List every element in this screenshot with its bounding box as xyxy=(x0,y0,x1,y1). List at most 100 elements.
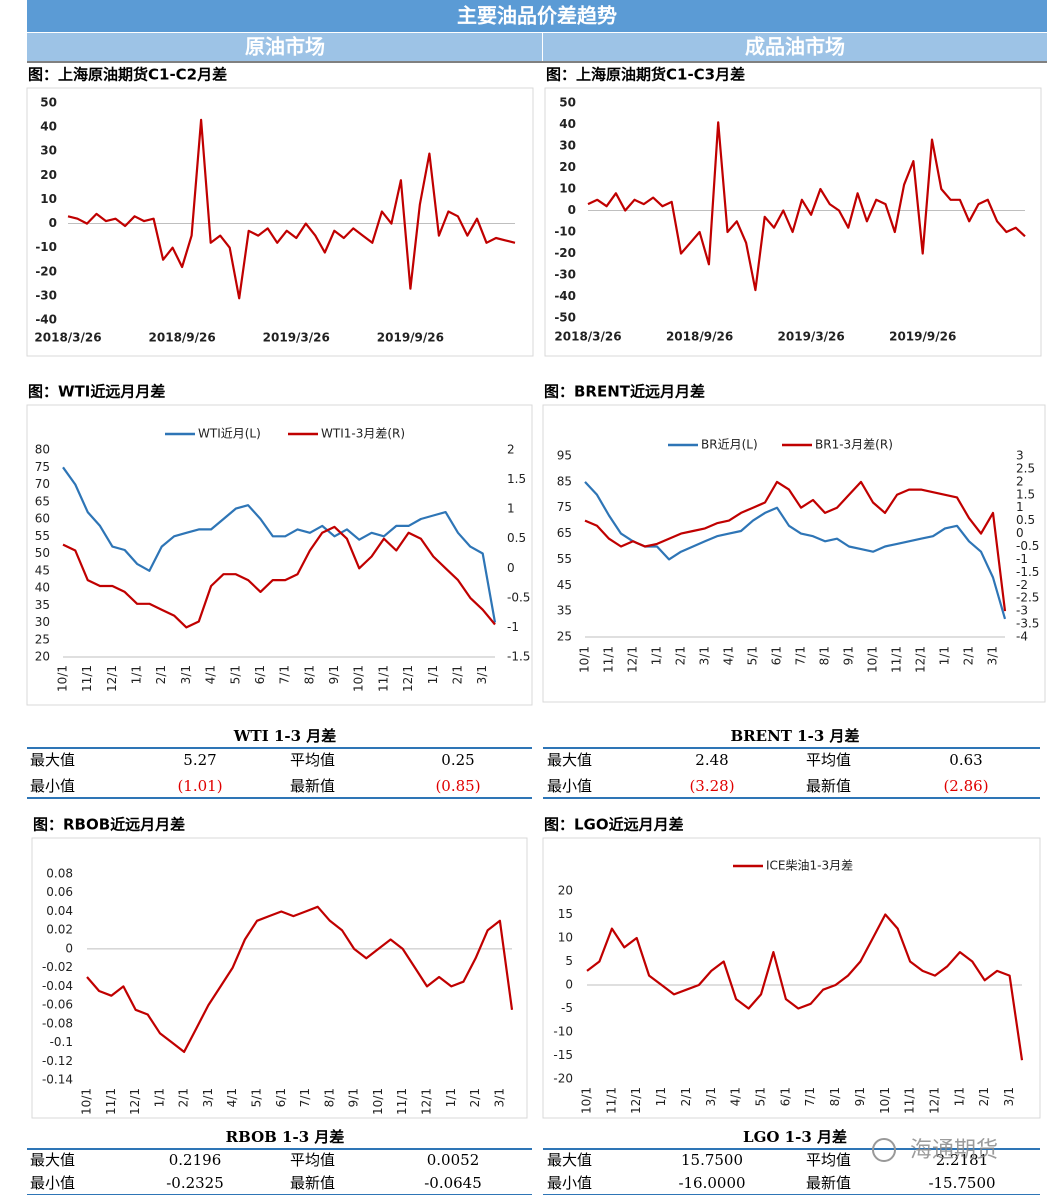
x-tick-label: 12/1 xyxy=(420,1088,434,1115)
y-tick-label: -10 xyxy=(35,240,57,254)
table-label: 最小值 xyxy=(547,777,592,795)
y-tick-label: -0.06 xyxy=(42,998,73,1012)
y2-tick-label: -1.5 xyxy=(507,650,530,664)
chart-frame xyxy=(31,837,528,1119)
table-value: -15.7500 xyxy=(928,1174,995,1192)
x-tick-label: 8/1 xyxy=(302,665,316,684)
x-tick-label: 2018/3/26 xyxy=(554,330,621,344)
series-line xyxy=(62,466,497,623)
y-tick-label: 15 xyxy=(558,907,573,921)
x-tick-label: 1/1 xyxy=(426,665,440,684)
y-tick-label: 50 xyxy=(559,96,576,110)
y2-tick-label: 1.5 xyxy=(507,472,526,486)
table-label: 最大值 xyxy=(30,1151,75,1169)
x-tick-label: 2019/9/26 xyxy=(377,331,444,345)
x-tick-label: 3/1 xyxy=(704,1087,718,1106)
x-tick-label: 11/1 xyxy=(890,646,904,673)
chart-caption: 图：RBOB近远月月差 xyxy=(33,816,185,834)
y-tick-label: -0.14 xyxy=(42,1073,73,1087)
x-tick-label: 1/1 xyxy=(444,1088,458,1107)
x-tick-label: 4/1 xyxy=(225,1088,239,1107)
x-tick-label: 5/1 xyxy=(746,646,760,665)
table-label: 平均值 xyxy=(806,1151,851,1169)
y-tick-label: 65 xyxy=(35,494,50,508)
table-title: LGO 1-3 月差 xyxy=(743,1128,847,1146)
y-tick-label: -20 xyxy=(553,1072,573,1086)
x-tick-label: 3/1 xyxy=(179,665,193,684)
y-tick-label: 20 xyxy=(558,884,573,898)
x-tick-label: 11/1 xyxy=(104,1088,118,1115)
x-tick-label: 6/1 xyxy=(274,1088,288,1107)
y-tick-label: 40 xyxy=(35,581,50,595)
x-tick-label: 6/1 xyxy=(778,1087,792,1106)
x-tick-label: 1/1 xyxy=(938,646,952,665)
table-value: 0.63 xyxy=(949,751,982,769)
y-tick-label: -20 xyxy=(554,246,576,260)
y-tick-label: 30 xyxy=(40,144,57,158)
table-label: 平均值 xyxy=(290,751,335,769)
table-value: 15.7500 xyxy=(681,1151,743,1169)
x-tick-label: 3/1 xyxy=(492,1088,506,1107)
x-tick-label: 7/1 xyxy=(278,665,292,684)
y-tick-label: 5 xyxy=(565,954,573,968)
y2-tick-label: -4 xyxy=(1016,630,1028,644)
chart-caption: 图：上海原油期货C1-C2月差 xyxy=(28,66,227,84)
y2-tick-label: 1.5 xyxy=(1016,487,1035,501)
y-tick-label: 80 xyxy=(35,443,50,457)
y2-tick-label: 0 xyxy=(507,561,515,575)
x-tick-label: 6/1 xyxy=(770,646,784,665)
x-tick-label: 6/1 xyxy=(253,665,267,684)
series-line xyxy=(67,118,516,300)
y-tick-label: 40 xyxy=(559,117,576,131)
y2-tick-label: 1 xyxy=(507,502,515,516)
legend-label: ICE柴油1-3月差 xyxy=(766,859,853,873)
y-tick-label: -15 xyxy=(553,1048,573,1062)
x-tick-label: 1/1 xyxy=(654,1087,668,1106)
y-tick-label: 0 xyxy=(49,216,57,230)
title-bar xyxy=(27,0,1047,32)
y-tick-label: 45 xyxy=(557,578,572,592)
series-line xyxy=(584,480,1007,612)
y-tick-label: -0.12 xyxy=(42,1054,73,1068)
x-tick-label: 2/1 xyxy=(977,1087,991,1106)
y-tick-label: -40 xyxy=(554,289,576,303)
table-value: -0.0645 xyxy=(424,1174,482,1192)
y2-tick-label: 2.5 xyxy=(1016,461,1035,475)
x-tick-label: 10/1 xyxy=(80,1088,94,1115)
table-label: 最小值 xyxy=(30,1174,75,1192)
series-line xyxy=(62,525,496,629)
table-value: (3.28) xyxy=(689,777,734,795)
y-tick-label: 0 xyxy=(568,203,576,217)
chart-caption: 图：LGO近远月月差 xyxy=(544,816,684,834)
y2-tick-label: -1 xyxy=(507,620,519,634)
y2-tick-label: -3.5 xyxy=(1016,617,1039,631)
y-tick-label: 35 xyxy=(35,598,50,612)
x-tick-label: 4/1 xyxy=(722,646,736,665)
table-value: 2.2181 xyxy=(936,1151,989,1169)
x-tick-label: 7/1 xyxy=(298,1088,312,1107)
table-label: 最新值 xyxy=(806,1174,851,1192)
table-value: (0.85) xyxy=(435,777,480,795)
table-title: BRENT 1-3 月差 xyxy=(731,727,860,745)
x-tick-label: 10/1 xyxy=(866,646,880,673)
x-tick-label: 2/1 xyxy=(468,1088,482,1107)
y2-tick-label: -0.5 xyxy=(507,590,530,604)
y2-tick-label: 0 xyxy=(1016,526,1024,540)
chart-frame xyxy=(544,87,1042,357)
y-tick-label: -0.04 xyxy=(42,979,73,993)
watermark-icon xyxy=(872,1138,896,1162)
x-tick-label: 2018/3/26 xyxy=(34,331,101,345)
y-tick-label: 50 xyxy=(40,96,57,110)
y2-tick-label: -2 xyxy=(1016,578,1028,592)
table-value: 0.2196 xyxy=(169,1151,222,1169)
y2-tick-label: 0.5 xyxy=(1016,513,1035,527)
x-tick-label: 2/1 xyxy=(674,646,688,665)
y-tick-label: 10 xyxy=(40,192,57,206)
y-tick-label: -30 xyxy=(554,268,576,282)
y-tick-label: -0.02 xyxy=(42,960,73,974)
x-tick-label: 3/1 xyxy=(986,646,1000,665)
x-tick-label: 12/1 xyxy=(401,665,415,692)
y2-tick-label: -1.5 xyxy=(1016,565,1039,579)
right-header-bar xyxy=(543,33,1047,61)
series-line xyxy=(86,905,514,1053)
